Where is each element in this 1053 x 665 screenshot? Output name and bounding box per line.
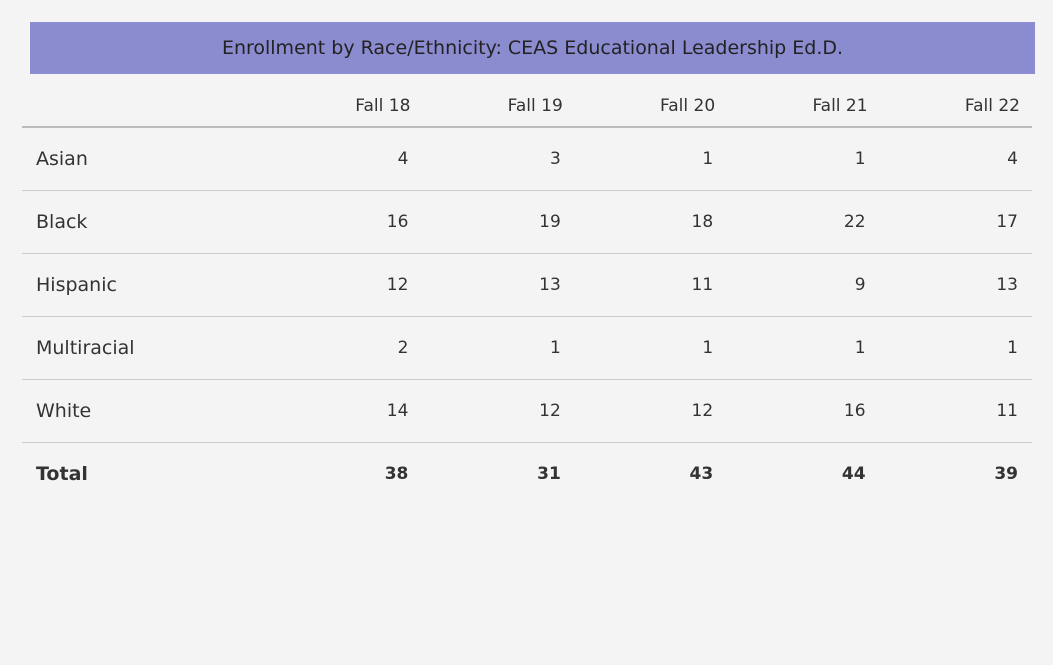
cell: 16: [727, 380, 879, 443]
cell: 38: [270, 443, 422, 506]
cell: 12: [422, 380, 574, 443]
cell: 1: [575, 127, 727, 191]
cell: 11: [575, 254, 727, 317]
cell: 44: [727, 443, 879, 506]
cell: 14: [270, 380, 422, 443]
cell: 16: [270, 191, 422, 254]
row-label: Hispanic: [22, 254, 270, 317]
row-label: Multiracial: [22, 317, 270, 380]
cell: 11: [880, 380, 1032, 443]
row-label: Asian: [22, 127, 270, 191]
cell: 1: [880, 317, 1032, 380]
cell: 17: [880, 191, 1032, 254]
title: Enrollment by Race/Ethnicity: CEAS Educa…: [30, 22, 1035, 74]
column-header: Fall 20: [575, 86, 727, 127]
cell: 31: [422, 443, 574, 506]
cell: 12: [575, 380, 727, 443]
cell: 18: [575, 191, 727, 254]
cell: 22: [727, 191, 879, 254]
cell: 43: [575, 443, 727, 506]
row-label: White: [22, 380, 270, 443]
cell: 19: [422, 191, 574, 254]
column-header: Fall 22: [880, 86, 1032, 127]
corner: [22, 86, 270, 127]
page: Enrollment by Race/Ethnicity: CEAS Educa…: [0, 0, 1053, 665]
row-label: Black: [22, 191, 270, 254]
row-label: Total: [22, 443, 270, 506]
cell: 4: [270, 127, 422, 191]
cell: 2: [270, 317, 422, 380]
column-header: Fall 21: [727, 86, 879, 127]
cell: 1: [575, 317, 727, 380]
cell: 1: [727, 127, 879, 191]
cell: 13: [880, 254, 1032, 317]
cell: 1: [727, 317, 879, 380]
cell: 39: [880, 443, 1032, 506]
cell: 12: [270, 254, 422, 317]
column-header: Fall 18: [270, 86, 422, 127]
cell: 3: [422, 127, 574, 191]
column-header: Fall 19: [422, 86, 574, 127]
cell: 9: [727, 254, 879, 317]
cell: 1: [422, 317, 574, 380]
cell: 13: [422, 254, 574, 317]
cell: 4: [880, 127, 1032, 191]
